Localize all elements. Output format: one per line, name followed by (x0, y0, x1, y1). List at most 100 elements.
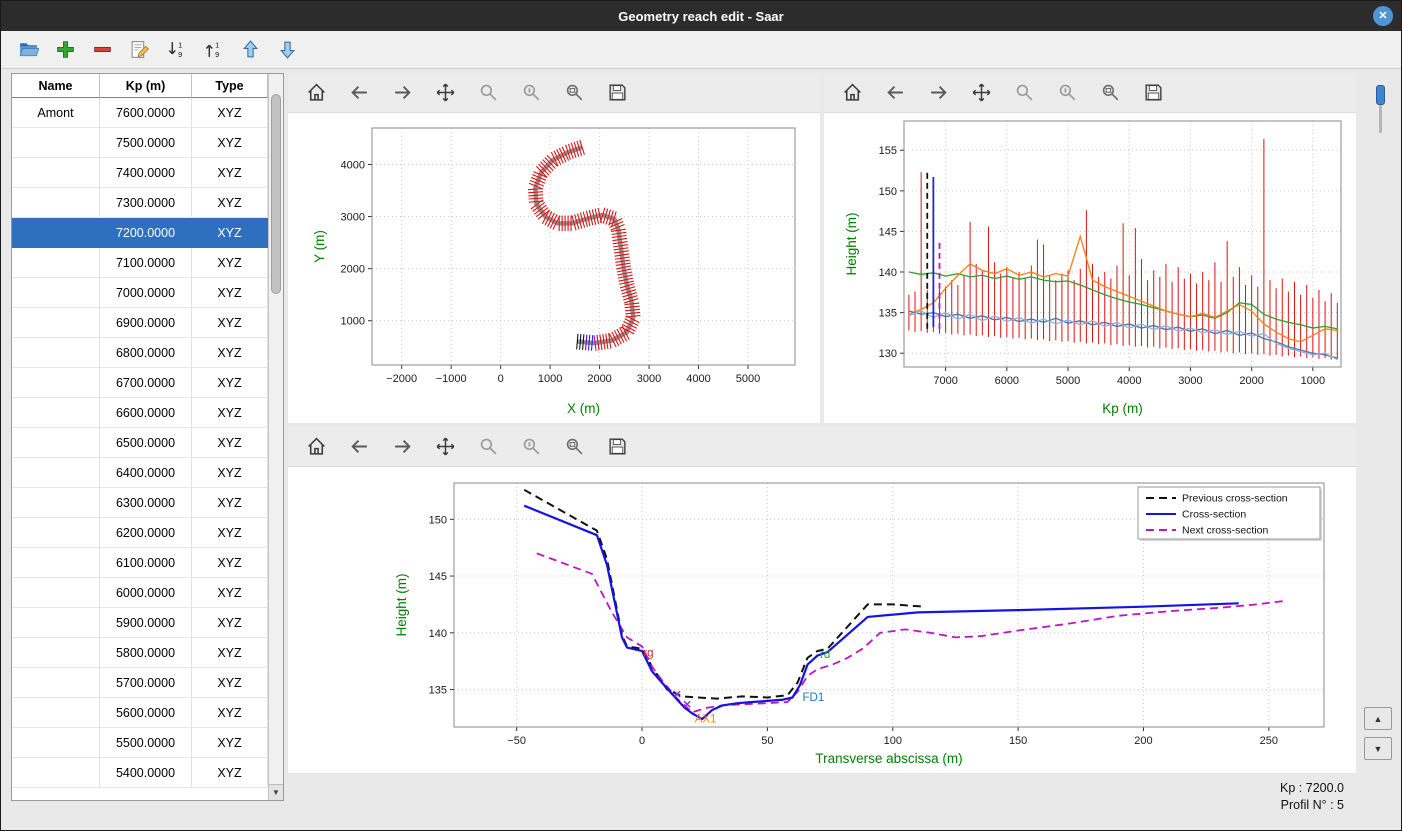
cross-section-chart[interactable]: −50 0 50 100 150 200 250 135 140 145 150 Transverse… (288, 467, 1356, 773)
cell-kp[interactable]: 5900.0000 (100, 608, 192, 638)
pan-icon[interactable] (431, 434, 459, 460)
cell-kp[interactable]: 7000.0000 (100, 278, 192, 308)
cell-kp[interactable]: 7100.0000 (100, 248, 192, 278)
longitudinal-chart[interactable]: 7000 6000 5000 4000 3000 2000 1000 130 135 140 145… (824, 113, 1356, 423)
column-header[interactable]: Name (12, 74, 100, 98)
zoom-info-icon[interactable] (1053, 80, 1081, 106)
table-row[interactable]: 6500.0000 XYZ (12, 428, 268, 458)
cell-name[interactable] (12, 608, 100, 638)
zoom-icon[interactable] (474, 434, 502, 460)
save-figure-icon[interactable] (1139, 80, 1167, 106)
cell-name[interactable] (12, 758, 100, 788)
add-section-icon[interactable] (52, 37, 78, 63)
cell-kp[interactable]: 7200.0000 (100, 218, 192, 248)
cell-name[interactable] (12, 728, 100, 758)
table-row[interactable]: 6300.0000 XYZ (12, 488, 268, 518)
table-row[interactable]: 6900.0000 XYZ (12, 308, 268, 338)
save-figure-icon[interactable] (603, 434, 631, 460)
cell-name[interactable]: Amont (12, 98, 100, 128)
scroll-up-button[interactable]: ▲ (1364, 707, 1392, 730)
cell-name[interactable] (12, 338, 100, 368)
cell-kp[interactable]: 7600.0000 (100, 98, 192, 128)
cell-name[interactable] (12, 158, 100, 188)
cell-type[interactable]: XYZ (192, 368, 268, 398)
table-row[interactable]: 6700.0000 XYZ (12, 368, 268, 398)
table-row[interactable]: 7100.0000 XYZ (12, 248, 268, 278)
cell-kp[interactable]: 6300.0000 (100, 488, 192, 518)
cell-type[interactable]: XYZ (192, 578, 268, 608)
cell-name[interactable] (12, 248, 100, 278)
home-icon[interactable] (838, 80, 866, 106)
table-row[interactable]: 5400.0000 XYZ (12, 758, 268, 788)
cell-kp[interactable]: 6200.0000 (100, 518, 192, 548)
table-row[interactable]: 6000.0000 XYZ (12, 578, 268, 608)
cell-type[interactable]: XYZ (192, 548, 268, 578)
cell-name[interactable] (12, 698, 100, 728)
cell-type[interactable]: XYZ (192, 488, 268, 518)
close-icon[interactable]: ✕ (1373, 6, 1393, 26)
edit-section-icon[interactable] (126, 37, 152, 63)
table-scrollbar-thumb[interactable] (271, 94, 281, 294)
cell-kp[interactable]: 5600.0000 (100, 698, 192, 728)
cell-kp[interactable]: 5400.0000 (100, 758, 192, 788)
cell-type[interactable]: XYZ (192, 278, 268, 308)
home-icon[interactable] (302, 434, 330, 460)
table-row[interactable]: 5500.0000 XYZ (12, 728, 268, 758)
cell-kp[interactable]: 5800.0000 (100, 638, 192, 668)
back-icon[interactable] (345, 434, 373, 460)
zoom-slider[interactable] (1376, 85, 1385, 133)
column-header[interactable]: Kp (m) (100, 74, 192, 98)
cell-name[interactable] (12, 308, 100, 338)
table-row[interactable]: 6800.0000 XYZ (12, 338, 268, 368)
cell-type[interactable]: XYZ (192, 188, 268, 218)
pan-icon[interactable] (967, 80, 995, 106)
cell-name[interactable] (12, 578, 100, 608)
back-icon[interactable] (345, 80, 373, 106)
delete-section-icon[interactable] (89, 37, 115, 63)
cell-kp[interactable]: 5700.0000 (100, 668, 192, 698)
table-row[interactable]: 6600.0000 XYZ (12, 398, 268, 428)
cell-type[interactable]: XYZ (192, 638, 268, 668)
cell-kp[interactable]: 6500.0000 (100, 428, 192, 458)
table-row[interactable]: 5800.0000 XYZ (12, 638, 268, 668)
cell-type[interactable]: XYZ (192, 728, 268, 758)
move-section-down-icon[interactable] (274, 37, 300, 63)
cell-type[interactable]: XYZ (192, 338, 268, 368)
zoom-icon[interactable] (1010, 80, 1038, 106)
table-row[interactable]: 5600.0000 XYZ (12, 698, 268, 728)
cell-name[interactable] (12, 668, 100, 698)
cell-name[interactable] (12, 428, 100, 458)
scroll-down-button[interactable]: ▼ (1364, 737, 1392, 760)
zoom-info-icon[interactable] (517, 434, 545, 460)
zoom-icon[interactable] (474, 80, 502, 106)
cell-name[interactable] (12, 518, 100, 548)
table-row[interactable]: 7000.0000 XYZ (12, 278, 268, 308)
cell-kp[interactable]: 6600.0000 (100, 398, 192, 428)
cell-name[interactable] (12, 488, 100, 518)
zoom-to-rect-icon[interactable] (560, 80, 588, 106)
cell-kp[interactable]: 7500.0000 (100, 128, 192, 158)
cell-type[interactable]: XYZ (192, 398, 268, 428)
table-row[interactable]: 7200.0000 XYZ (12, 218, 268, 248)
cell-name[interactable] (12, 638, 100, 668)
cell-type[interactable]: XYZ (192, 428, 268, 458)
pan-icon[interactable] (431, 80, 459, 106)
cell-type[interactable]: XYZ (192, 668, 268, 698)
zoom-to-rect-icon[interactable] (1096, 80, 1124, 106)
cell-name[interactable] (12, 188, 100, 218)
cell-kp[interactable]: 6100.0000 (100, 548, 192, 578)
cell-kp[interactable]: 6900.0000 (100, 308, 192, 338)
table-row[interactable]: 6400.0000 XYZ (12, 458, 268, 488)
table-row[interactable]: 5700.0000 XYZ (12, 668, 268, 698)
table-row[interactable]: 7300.0000 XYZ (12, 188, 268, 218)
table-row[interactable]: Amont 7600.0000 XYZ (12, 98, 268, 128)
plan-view-chart[interactable]: −2000 −1000 0 1000 2000 3000 4000 5000 1000 2000 3… (288, 113, 820, 423)
table-row[interactable]: 7500.0000 XYZ (12, 128, 268, 158)
cell-name[interactable] (12, 218, 100, 248)
cell-type[interactable]: XYZ (192, 158, 268, 188)
cell-type[interactable]: XYZ (192, 128, 268, 158)
table-row[interactable]: 6200.0000 XYZ (12, 518, 268, 548)
cell-name[interactable] (12, 548, 100, 578)
